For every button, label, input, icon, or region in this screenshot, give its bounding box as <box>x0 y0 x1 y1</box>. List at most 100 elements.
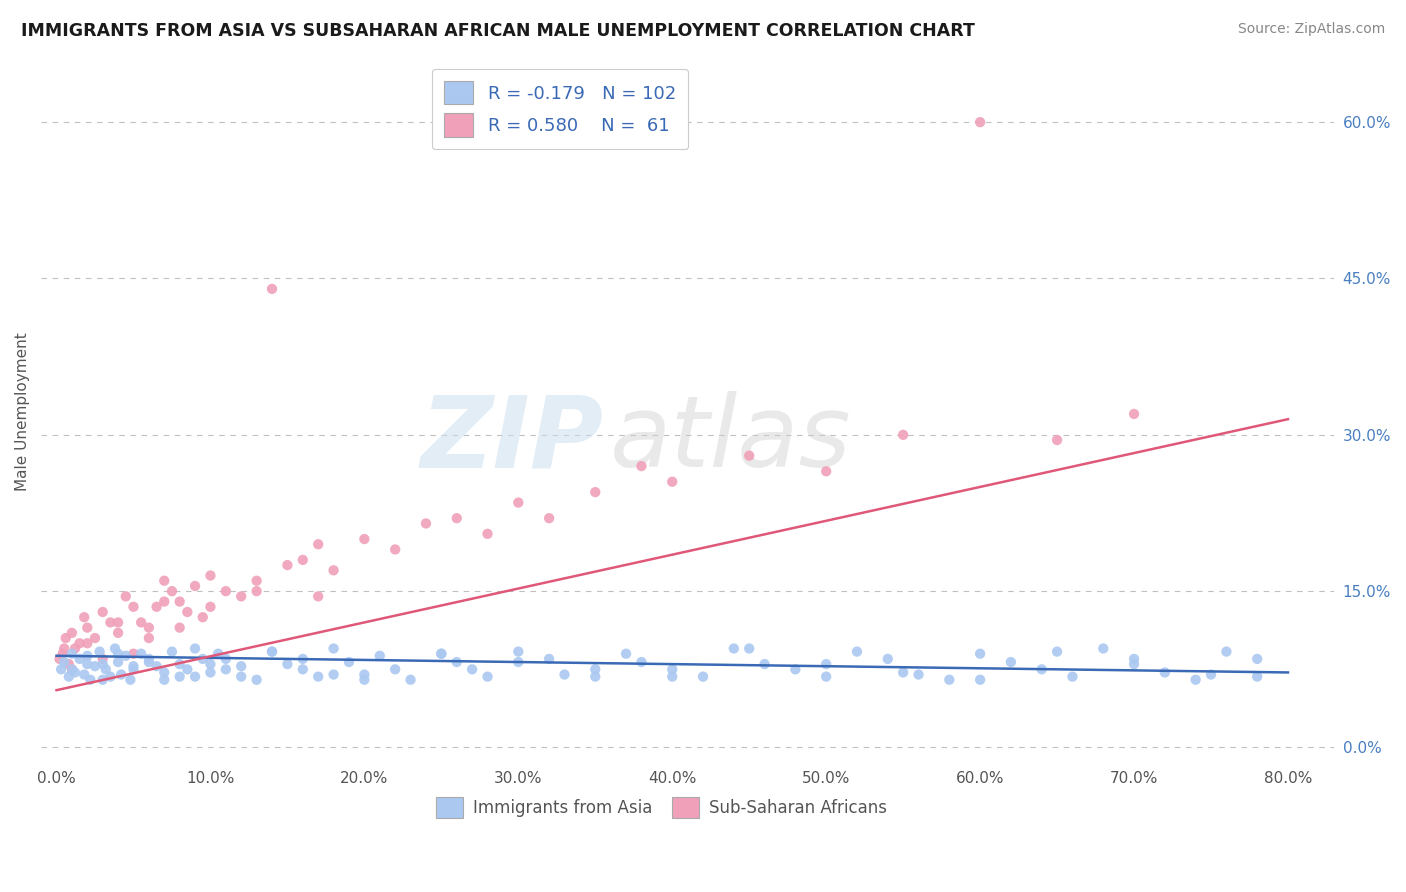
Point <box>815 670 838 684</box>
Text: atlas: atlas <box>610 391 852 488</box>
Point <box>55 631 77 645</box>
Point <box>76 657 98 672</box>
Point <box>231 590 253 604</box>
Point <box>84 659 107 673</box>
Point <box>52 647 75 661</box>
Point <box>446 511 468 525</box>
Point <box>107 615 129 630</box>
Point <box>907 667 929 681</box>
Point <box>63 665 86 680</box>
Point <box>120 673 142 687</box>
Point <box>138 631 160 645</box>
Point <box>291 652 314 666</box>
Point <box>231 670 253 684</box>
Point <box>322 667 344 681</box>
Point <box>153 665 176 680</box>
Point <box>969 115 991 129</box>
Point <box>169 594 191 608</box>
Point <box>938 673 960 687</box>
Point <box>1215 645 1237 659</box>
Point <box>94 662 117 676</box>
Point <box>76 636 98 650</box>
Point <box>260 645 283 659</box>
Point <box>69 652 91 666</box>
Point <box>969 673 991 687</box>
Point <box>246 673 269 687</box>
Text: ZIP: ZIP <box>420 391 603 488</box>
Point <box>89 645 111 659</box>
Point <box>53 641 76 656</box>
Point <box>184 641 207 656</box>
Point <box>246 584 269 599</box>
Point <box>91 652 114 666</box>
Point <box>169 657 191 672</box>
Point <box>1092 641 1115 656</box>
Point <box>307 590 329 604</box>
Point <box>738 449 761 463</box>
Point <box>430 647 453 661</box>
Point <box>129 647 152 661</box>
Point <box>1123 652 1146 666</box>
Point <box>107 625 129 640</box>
Point <box>553 667 575 681</box>
Point <box>114 648 136 663</box>
Point <box>891 427 914 442</box>
Point <box>384 662 406 676</box>
Point <box>153 594 176 608</box>
Point <box>122 599 145 614</box>
Point <box>53 655 76 669</box>
Point <box>60 662 83 676</box>
Point <box>84 631 107 645</box>
Point <box>60 625 83 640</box>
Point <box>815 657 838 672</box>
Point <box>231 659 253 673</box>
Point <box>1123 657 1146 672</box>
Point <box>1123 407 1146 421</box>
Point <box>307 537 329 551</box>
Point <box>1153 665 1175 680</box>
Text: Source: ZipAtlas.com: Source: ZipAtlas.com <box>1237 22 1385 37</box>
Point <box>1184 673 1206 687</box>
Point <box>176 662 198 676</box>
Point <box>754 657 776 672</box>
Point <box>815 464 838 478</box>
Point <box>291 662 314 676</box>
Point <box>100 615 122 630</box>
Point <box>738 641 761 656</box>
Point <box>200 599 222 614</box>
Point <box>337 655 360 669</box>
Point <box>260 645 283 659</box>
Point <box>430 647 453 661</box>
Point <box>583 485 606 500</box>
Point <box>785 662 807 676</box>
Point <box>184 670 207 684</box>
Point <box>104 641 127 656</box>
Point <box>122 647 145 661</box>
Point <box>169 670 191 684</box>
Point <box>215 584 238 599</box>
Point <box>122 659 145 673</box>
Point <box>661 662 683 676</box>
Point <box>291 553 314 567</box>
Point <box>415 516 437 531</box>
Point <box>138 621 160 635</box>
Point <box>191 652 214 666</box>
Point <box>538 511 561 525</box>
Point <box>58 670 80 684</box>
Point <box>307 670 329 684</box>
Point <box>76 621 98 635</box>
Point <box>477 526 499 541</box>
Point <box>1062 670 1084 684</box>
Point <box>207 647 229 661</box>
Point <box>276 558 298 573</box>
Point <box>160 584 183 599</box>
Point <box>1046 433 1069 447</box>
Point <box>200 665 222 680</box>
Text: IMMIGRANTS FROM ASIA VS SUBSAHARAN AFRICAN MALE UNEMPLOYMENT CORRELATION CHART: IMMIGRANTS FROM ASIA VS SUBSAHARAN AFRIC… <box>21 22 974 40</box>
Point <box>508 645 530 659</box>
Point <box>60 662 83 676</box>
Point <box>91 657 114 672</box>
Point <box>91 673 114 687</box>
Point <box>100 670 122 684</box>
Point <box>114 590 136 604</box>
